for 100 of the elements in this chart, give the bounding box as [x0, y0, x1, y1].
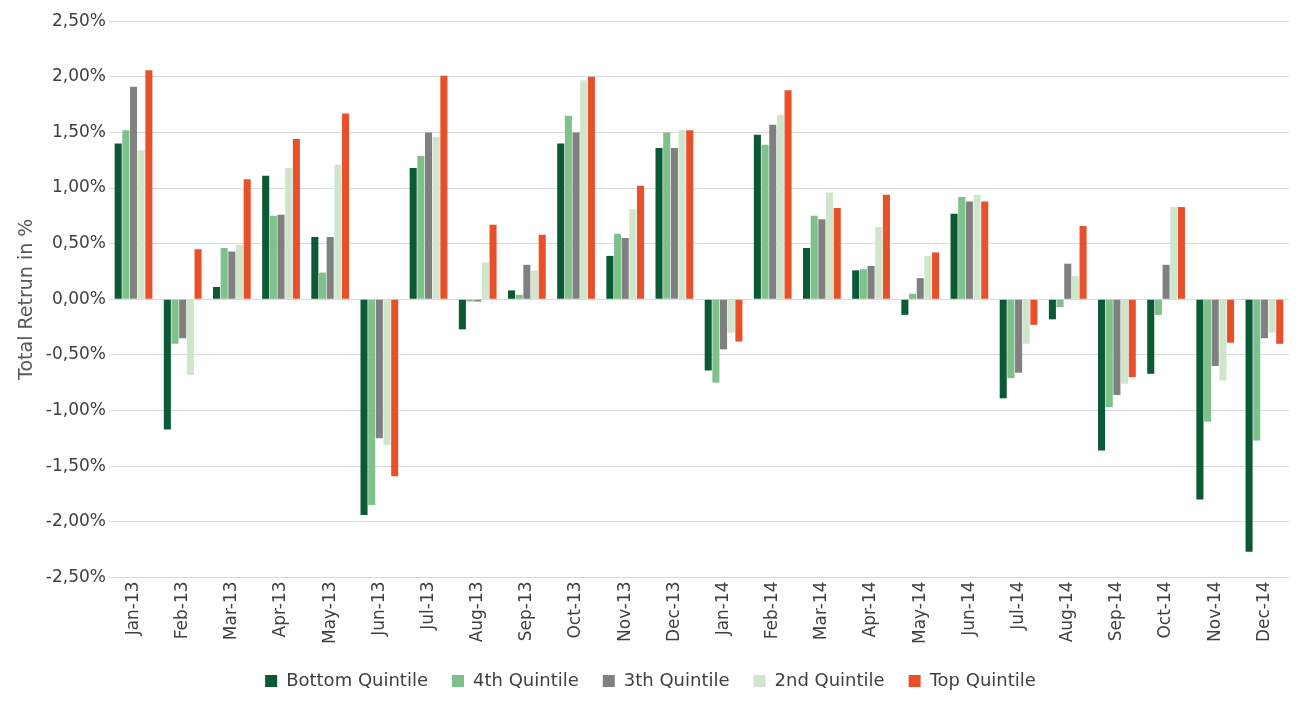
x-tick-label: Jun-13 — [367, 581, 388, 637]
bar — [999, 299, 1007, 399]
bar — [489, 224, 497, 299]
x-tick-label: Mar-13 — [220, 581, 241, 641]
bar — [655, 148, 663, 299]
bar — [753, 134, 761, 299]
x-tick-label: Aug-13 — [466, 581, 487, 643]
x-tick-label: Sep-14 — [1105, 581, 1126, 642]
bar — [973, 194, 981, 299]
bar — [580, 80, 588, 299]
x-tick-label: Jan-13 — [121, 581, 142, 637]
bar — [1071, 275, 1079, 299]
bar — [220, 248, 228, 299]
x-tick-label: Mar-14 — [810, 581, 831, 641]
bar — [114, 143, 122, 299]
bar — [1105, 299, 1113, 408]
x-tick-label: Jul-13 — [416, 581, 437, 631]
bar — [614, 233, 622, 299]
bar — [1154, 299, 1162, 315]
bar — [784, 90, 792, 299]
bar — [769, 124, 777, 299]
bar — [1170, 206, 1178, 299]
x-tick-label: Oct-14 — [1154, 581, 1175, 639]
bar — [409, 168, 417, 299]
bar — [727, 299, 735, 333]
x-tick-label: Jan-14 — [711, 581, 732, 637]
legend-label: 4th Quintile — [473, 668, 579, 690]
bar — [515, 294, 523, 299]
bar — [1260, 299, 1268, 339]
y-tick-label: 2,00% — [51, 65, 106, 86]
bar — [236, 244, 244, 299]
x-tick-label: Jun-14 — [957, 581, 978, 637]
bar — [564, 115, 572, 299]
bar — [670, 148, 678, 299]
bar — [186, 299, 194, 375]
bar — [859, 269, 867, 299]
bar — [425, 132, 433, 299]
bar — [243, 179, 251, 299]
y-tick-label: -1,00% — [45, 398, 106, 419]
bar — [761, 144, 769, 299]
y-tick-label: 1,00% — [51, 176, 106, 197]
bar — [833, 208, 841, 299]
bar — [826, 192, 834, 299]
bar — [1128, 299, 1136, 378]
bar — [391, 299, 399, 477]
bar — [909, 293, 917, 299]
bar — [1204, 299, 1212, 422]
y-tick-label: -0,50% — [45, 343, 106, 364]
bar — [360, 299, 368, 516]
bar — [1030, 299, 1038, 325]
x-tick-label: May-14 — [908, 581, 929, 645]
legend-label: 2nd Quintile — [774, 668, 885, 690]
x-tick-label: Apr-14 — [859, 581, 880, 638]
bar — [508, 290, 516, 299]
bar — [629, 209, 637, 299]
bar — [1196, 299, 1204, 500]
x-tick-label: Aug-14 — [1056, 581, 1077, 643]
bar — [1098, 299, 1106, 451]
bar — [882, 194, 890, 299]
x-tick-label: May-13 — [318, 581, 339, 645]
bar — [981, 201, 989, 299]
bar — [924, 255, 932, 299]
bar — [171, 299, 179, 344]
bar — [523, 264, 531, 299]
x-tick-label: Oct-13 — [564, 581, 585, 639]
bar — [1079, 225, 1087, 299]
bar — [375, 299, 383, 439]
y-tick-label: 1,50% — [51, 120, 106, 141]
bar — [587, 76, 595, 299]
bar — [440, 75, 448, 299]
y-tick-label: 0,50% — [51, 232, 106, 253]
bar — [1268, 299, 1276, 333]
y-axis-title: Total Retrun in % — [14, 218, 37, 381]
bar — [130, 86, 138, 299]
x-tick-label: Sep-13 — [515, 581, 536, 642]
bar — [383, 299, 391, 446]
bar — [637, 185, 645, 299]
bar — [458, 299, 466, 330]
bar — [1253, 299, 1261, 441]
bar — [1056, 299, 1064, 308]
y-tick-label: 2,50% — [51, 9, 106, 30]
bar — [852, 270, 860, 299]
bar — [1064, 263, 1072, 299]
bar — [1245, 299, 1253, 552]
y-tick-label: -1,50% — [45, 454, 106, 475]
bar — [932, 252, 940, 299]
bar — [557, 143, 565, 299]
bar — [531, 270, 539, 299]
bar — [1113, 299, 1121, 395]
bar — [1219, 299, 1227, 381]
bar — [285, 168, 293, 299]
x-tick-label: Feb-13 — [171, 581, 192, 640]
bar — [678, 130, 686, 299]
bar — [1022, 299, 1030, 344]
bar — [334, 164, 342, 299]
y-tick-label: 0,00% — [51, 287, 106, 308]
bar — [735, 299, 743, 342]
bar — [712, 299, 720, 383]
x-tick-label: Nov-13 — [613, 581, 634, 642]
bar — [958, 196, 966, 299]
